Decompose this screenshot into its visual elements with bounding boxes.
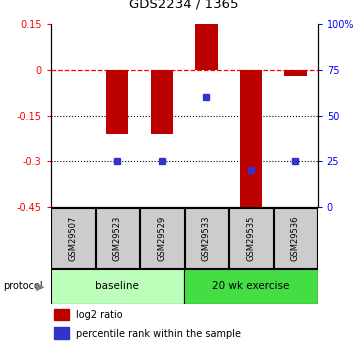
Bar <box>151 70 173 134</box>
Bar <box>284 70 306 76</box>
Bar <box>51 269 184 304</box>
Text: 20 wk exercise: 20 wk exercise <box>212 282 290 291</box>
Text: GSM29536: GSM29536 <box>291 215 300 261</box>
Text: GSM29529: GSM29529 <box>157 215 166 261</box>
Text: log2 ratio: log2 ratio <box>76 310 122 320</box>
Bar <box>184 269 318 304</box>
Text: GSM29535: GSM29535 <box>247 215 255 261</box>
Bar <box>106 70 129 134</box>
Text: protocol: protocol <box>4 282 43 291</box>
Bar <box>240 70 262 207</box>
Bar <box>54 327 69 339</box>
Bar <box>229 208 273 268</box>
Bar <box>195 24 217 70</box>
Bar <box>96 208 139 268</box>
Text: GSM29523: GSM29523 <box>113 215 122 261</box>
Bar <box>54 308 69 320</box>
Text: baseline: baseline <box>95 282 139 291</box>
Text: ▶: ▶ <box>36 282 45 291</box>
Bar <box>274 208 317 268</box>
Bar <box>51 208 95 268</box>
Bar <box>184 208 228 268</box>
Text: GDS2234 / 1365: GDS2234 / 1365 <box>129 0 239 10</box>
Text: GSM29533: GSM29533 <box>202 215 211 261</box>
Text: percentile rank within the sample: percentile rank within the sample <box>76 329 241 339</box>
Bar <box>140 208 184 268</box>
Text: GSM29507: GSM29507 <box>68 215 77 261</box>
